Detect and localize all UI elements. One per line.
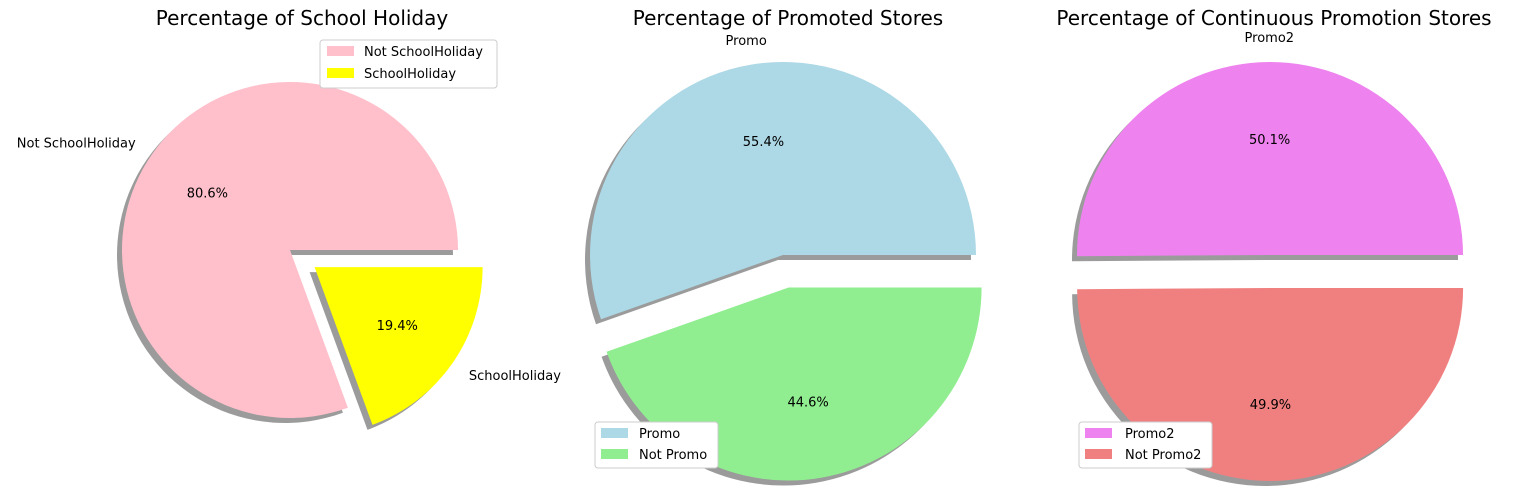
chart-2-slice-0-pct: 55.4% — [743, 135, 784, 150]
chart-1-slice-1 — [314, 267, 483, 425]
chart-1-slice-0-label: Not SchoolHoliday — [17, 136, 136, 151]
chart-1-labels: Not SchoolHoliday 80.6% SchoolHoliday 19.4% — [17, 136, 561, 384]
chart-3-slice-0-pct: 50.1% — [1249, 133, 1290, 148]
chart-3-title: Percentage of Continuous Promotion Store… — [1056, 6, 1491, 30]
legend-1-label-1: SchoolHoliday — [364, 67, 456, 82]
legend-2-label-1: Not Promo — [639, 448, 707, 463]
chart-1-slice-1-pct: 19.4% — [377, 319, 418, 334]
legend-1-swatch-0 — [327, 46, 354, 56]
chart-3-slice-0-label: Promo2 — [1245, 31, 1295, 46]
chart-2-slice-0-label: Promo — [726, 34, 767, 49]
legend-1-swatch-1 — [327, 68, 354, 78]
legend-2-swatch-1 — [601, 449, 628, 459]
legend-3-label-0: Promo2 — [1125, 427, 1175, 442]
chart-3-legend: Promo2 Not Promo2 — [1078, 421, 1213, 469]
chart-1-slice-0-pct: 80.6% — [187, 186, 228, 201]
chart-3-slice-0 — [1076, 62, 1463, 257]
chart-2-legend: Promo Not Promo — [594, 421, 719, 469]
legend-2-label-0: Promo — [639, 427, 680, 442]
legend-2-swatch-0 — [601, 428, 628, 438]
legend-3-label-1: Not Promo2 — [1125, 448, 1201, 463]
chart-2-slice-1-pct: 44.6% — [787, 396, 828, 411]
legend-3-swatch-0 — [1085, 428, 1112, 438]
chart-2-title: Percentage of Promoted Stores — [633, 6, 943, 30]
chart-1-slice-0 — [121, 81, 458, 419]
chart-1-slice-1-label: SchoolHoliday — [469, 369, 561, 384]
chart-3-slice-1-pct: 49.9% — [1250, 398, 1291, 413]
chart-1-wedges — [121, 81, 483, 425]
legend-3-swatch-1 — [1085, 449, 1112, 459]
chart-1-title: Percentage of School Holiday — [156, 6, 449, 30]
legend-1-label-0: Not SchoolHoliday — [364, 45, 483, 60]
pie-charts-group: Not SchoolHoliday 80.6% SchoolHoliday 19.4%… — [17, 31, 1464, 486]
chart-2-slice-0 — [590, 62, 976, 320]
chart-1-legend: Not SchoolHoliday SchoolHoliday — [319, 39, 498, 89]
chart-3-wedges — [1076, 62, 1464, 482]
chart-2-wedges — [590, 62, 982, 481]
